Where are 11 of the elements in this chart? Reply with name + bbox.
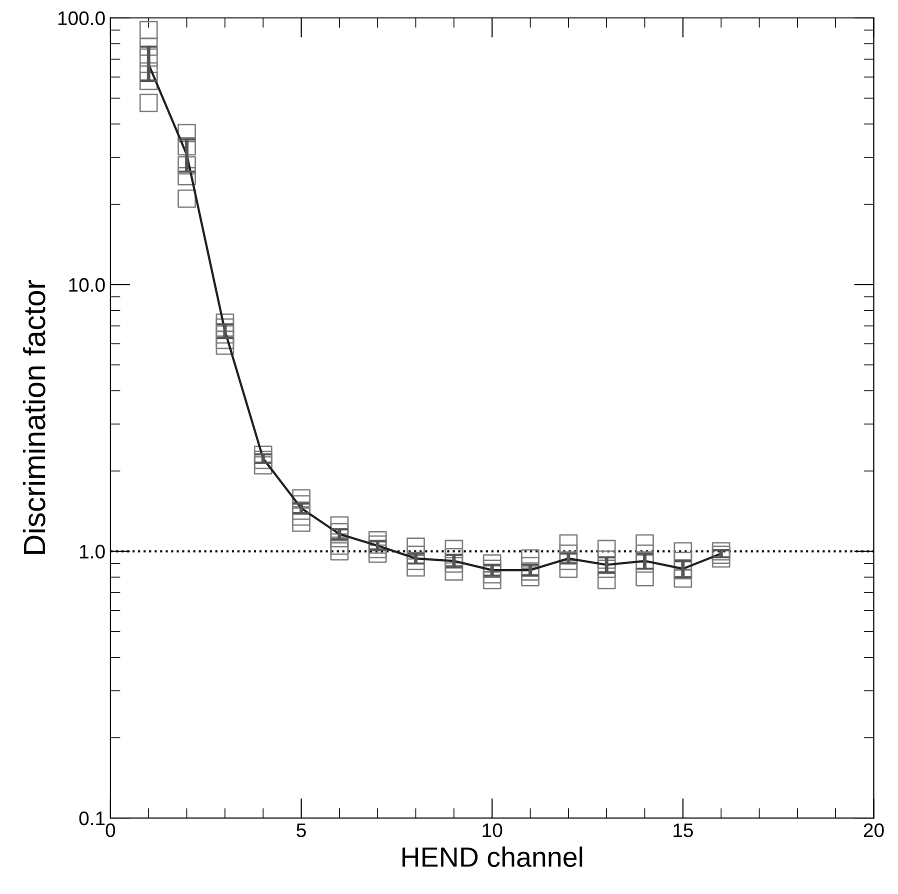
y-axis-title: Discrimination factor <box>22 280 46 554</box>
y-tick-label: 10.0 <box>69 278 105 292</box>
y-tick-label: 100.0 <box>58 11 105 26</box>
x-tick-label: 5 <box>296 824 306 838</box>
x-tick-label: 10 <box>482 823 502 838</box>
y-tick-label: 1.0 <box>80 544 105 559</box>
x-tick-label: 0 <box>106 823 116 838</box>
x-axis-title: HEND channel <box>402 846 582 867</box>
y-tick-label: 0.1 <box>79 811 105 826</box>
x-tick-label: 15 <box>674 824 693 838</box>
x-tick-label: 20 <box>864 823 884 838</box>
